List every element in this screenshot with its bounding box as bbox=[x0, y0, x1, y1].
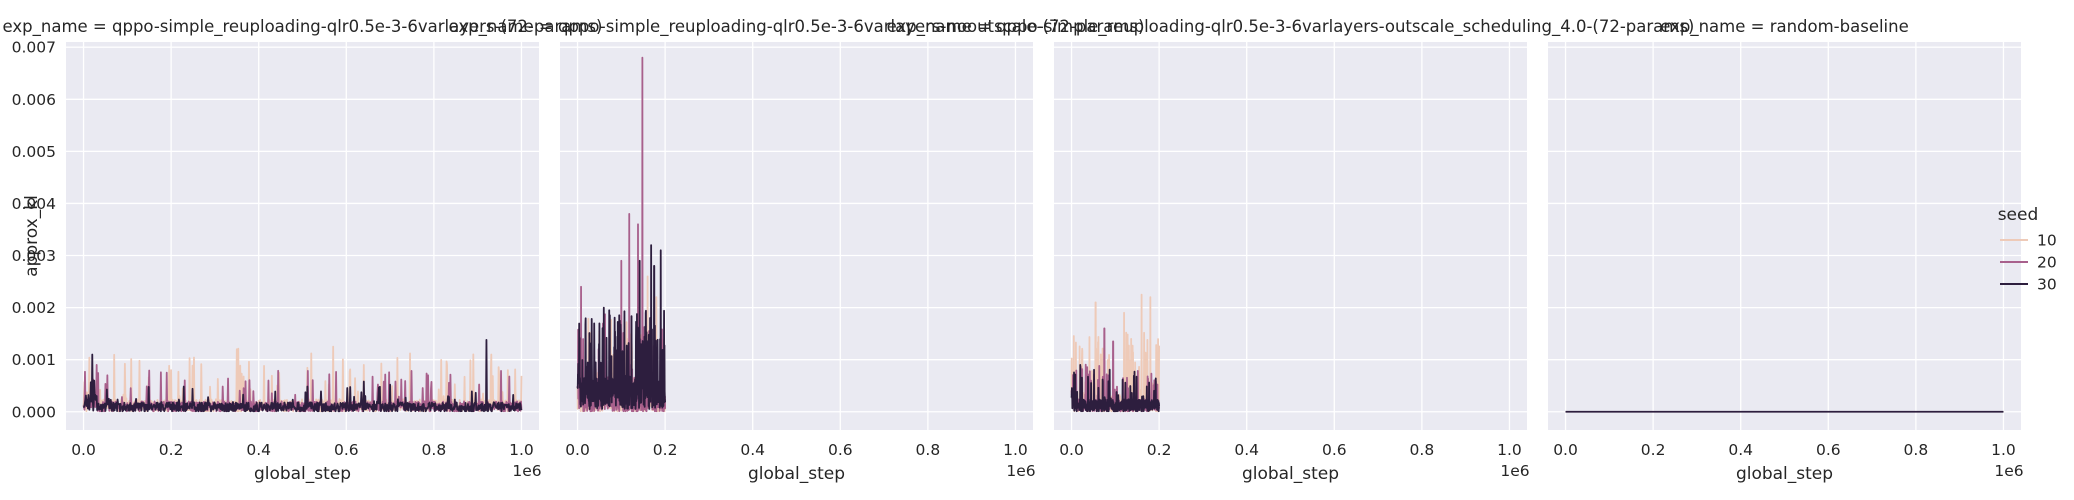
plot-background bbox=[66, 42, 539, 430]
legend: seed 10 20 30 bbox=[1998, 205, 2057, 294]
series-group bbox=[576, 56, 667, 413]
series-line-seed-30 bbox=[82, 338, 523, 413]
series-group bbox=[82, 338, 523, 413]
legend-title: seed bbox=[1998, 205, 2039, 225]
x-tick-label: 0.6 bbox=[1816, 441, 1841, 459]
x-offset-label: 1e6 bbox=[1994, 462, 2023, 480]
x-tick-label: 0.4 bbox=[246, 441, 271, 459]
legend-label: 10 bbox=[2037, 232, 2057, 250]
x-offset-label: 1e6 bbox=[512, 462, 541, 480]
x-tick-label: 0.8 bbox=[422, 441, 447, 459]
y-tick-label: 0.001 bbox=[12, 351, 56, 369]
x-tick-label: 0.2 bbox=[1641, 441, 1666, 459]
x-axis-label: global_step bbox=[748, 464, 845, 484]
x-tick-label: 0.6 bbox=[334, 441, 359, 459]
plot-background bbox=[1548, 42, 2021, 430]
series-line-seed-30 bbox=[576, 244, 667, 411]
x-tick-label: 0.2 bbox=[653, 441, 678, 459]
panel-title: exp_name = random-baseline bbox=[1660, 17, 1909, 37]
panel-title: exp_name = qppo-simple_reuploading-qlr0.… bbox=[3, 17, 603, 37]
x-axis-label: global_step bbox=[1242, 464, 1339, 484]
y-tick-label: 0.006 bbox=[12, 91, 56, 109]
legend-label: 30 bbox=[2037, 276, 2057, 294]
y-tick-label: 0.000 bbox=[12, 403, 56, 421]
series-line-seed-30 bbox=[1070, 363, 1161, 413]
x-tick-label: 0.2 bbox=[159, 441, 184, 459]
panel-title: exp_name = qppo-simple_reuploading-qlr0.… bbox=[449, 17, 1145, 37]
x-tick-label: 0.2 bbox=[1147, 441, 1172, 459]
x-offset-label: 1e6 bbox=[1500, 462, 1529, 480]
x-axis-label: global_step bbox=[1736, 464, 1833, 484]
y-axis-label: approx_kl bbox=[22, 195, 42, 277]
x-tick-label: 0.0 bbox=[71, 441, 96, 459]
y-tick-label: 0.007 bbox=[12, 39, 56, 57]
x-tick-label: 0.0 bbox=[565, 441, 590, 459]
x-tick-label: 0.6 bbox=[828, 441, 853, 459]
x-tick-label: 1.0 bbox=[1497, 441, 1522, 459]
x-tick-label: 0.4 bbox=[1234, 441, 1259, 459]
y-tick-label: 0.003 bbox=[12, 247, 56, 265]
facet-panel: 0.0 0.2 0.4 0.6 0.8 1.0 1e6 global_step exp_name… bbox=[887, 17, 1695, 484]
x-tick-label: 0.4 bbox=[1728, 441, 1753, 459]
x-tick-label: 0.4 bbox=[740, 441, 765, 459]
x-offset-label: 1e6 bbox=[1006, 462, 1035, 480]
facet-panel: 0.0 0.2 0.4 0.6 0.8 1.0 1e6 global_step exp_name… bbox=[449, 17, 1145, 484]
y-tick-label: 0.002 bbox=[12, 299, 56, 317]
x-tick-label: 1.0 bbox=[509, 441, 534, 459]
x-tick-label: 0.8 bbox=[916, 441, 941, 459]
series-group bbox=[1070, 293, 1161, 413]
x-tick-label: 0.6 bbox=[1322, 441, 1347, 459]
facet-panel: 0.0 0.2 0.4 0.6 0.8 1.0 1e6 global_step exp_name… bbox=[3, 17, 603, 484]
x-tick-label: 1.0 bbox=[1991, 441, 2016, 459]
y-tick-label: 0.005 bbox=[12, 143, 56, 161]
x-tick-label: 0.8 bbox=[1904, 441, 1929, 459]
y-tick-label: 0.004 bbox=[12, 195, 56, 213]
x-tick-label: 0.0 bbox=[1553, 441, 1578, 459]
facet-panel: 0.0 0.2 0.4 0.6 0.8 1.0 1e6 global_step exp_name… bbox=[1548, 17, 2024, 484]
panel-title: exp_name = qppo-simple_reuploading-qlr0.… bbox=[887, 17, 1695, 37]
legend-label: 20 bbox=[2037, 254, 2057, 272]
x-tick-label: 1.0 bbox=[1003, 441, 1028, 459]
x-axis-label: global_step bbox=[254, 464, 351, 484]
x-tick-label: 0.8 bbox=[1410, 441, 1435, 459]
x-tick-label: 0.0 bbox=[1059, 441, 1084, 459]
